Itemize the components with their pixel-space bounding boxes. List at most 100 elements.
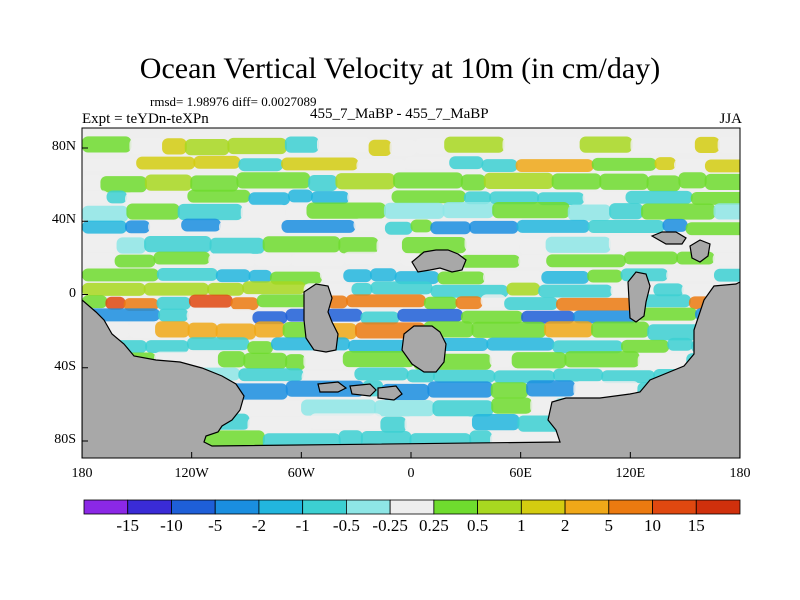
field-patch (125, 192, 190, 206)
field-patch (82, 252, 117, 266)
field-patch (545, 236, 611, 253)
colorbar (83, 499, 741, 515)
colorbar-swatch (608, 499, 653, 515)
field-patch (243, 352, 288, 369)
field-patch (287, 189, 313, 203)
field-patch (186, 309, 255, 322)
field-patch (360, 430, 412, 448)
field-patch (567, 204, 612, 221)
colorbar-label: -5 (208, 516, 223, 535)
field-patch (354, 367, 409, 381)
field-patch (351, 282, 373, 296)
colorbar-swatch (214, 499, 260, 515)
field-patch (215, 269, 251, 283)
landmass-north-patch (411, 249, 467, 273)
landmass-mid-north (303, 283, 339, 353)
field-patch (368, 139, 392, 156)
field-patch (153, 251, 211, 265)
field-patch (223, 400, 304, 417)
field-patch (653, 283, 684, 297)
field-patch (713, 268, 740, 282)
field-patch (432, 369, 496, 383)
colorbar-label: 2 (560, 516, 570, 535)
field-patch (227, 137, 287, 155)
field-patch (685, 222, 740, 236)
colorbar-label: -10 (160, 516, 183, 535)
field-patch (511, 352, 567, 369)
field-patch (483, 270, 544, 284)
field-patch (401, 237, 467, 254)
field-patch (601, 370, 656, 384)
field-patch (114, 254, 156, 268)
field-patch (678, 172, 707, 189)
field-patch (552, 368, 604, 382)
field-patch (236, 172, 311, 189)
field-patch (242, 281, 306, 295)
field-patch (308, 174, 338, 192)
colorbar-swatch (302, 499, 347, 515)
field-patch (455, 296, 483, 310)
landmass-east-patch (650, 231, 687, 245)
x-tick-label: 0 (407, 466, 415, 481)
field-patch (406, 369, 435, 383)
field-patch (538, 284, 613, 298)
colorbar-label: 1 (517, 516, 526, 535)
field-patch (493, 370, 555, 384)
field-patch (156, 296, 191, 310)
field-patch (282, 322, 309, 339)
field-patch (105, 296, 126, 310)
field-patch (82, 190, 109, 204)
field-patch (556, 297, 633, 311)
field-patch (343, 269, 372, 283)
field-patch (247, 341, 273, 355)
field-patch (674, 158, 707, 172)
field-patch (460, 174, 486, 191)
field-patch (217, 351, 246, 368)
field-patch (491, 397, 533, 414)
field-patch (143, 282, 210, 296)
field-patch (208, 253, 257, 267)
field-patch (82, 136, 132, 153)
field-patch (342, 350, 416, 368)
field-patch (504, 297, 559, 310)
experiment-label: Expt = teYDn-teXPn (82, 111, 209, 127)
field-patch (106, 190, 128, 204)
field-patch (625, 190, 693, 204)
field-patch (427, 381, 493, 398)
colorbar-swatch (83, 499, 129, 515)
field-patch (430, 221, 471, 235)
field-patch (254, 321, 285, 338)
field-patch (380, 416, 407, 433)
field-patch (345, 294, 426, 308)
field-patch (635, 307, 698, 321)
field-patch (285, 203, 309, 220)
field-patch (546, 254, 626, 268)
landmass-west (82, 281, 740, 458)
x-tick-label: 120E (615, 466, 646, 481)
field-patch (541, 271, 590, 284)
field-patch (587, 269, 623, 283)
field-patch (252, 311, 288, 325)
field-patch (630, 137, 697, 154)
field-patch (579, 136, 633, 153)
field-patch (187, 189, 251, 203)
field-patch (338, 430, 363, 447)
field-patch (464, 235, 522, 252)
x-tick-label: 60W (287, 466, 315, 481)
field-patch (621, 339, 670, 353)
field-patch (190, 175, 239, 192)
field-patch (423, 296, 458, 310)
field-patch (526, 380, 576, 397)
field-patch (240, 204, 288, 221)
field-patch (717, 136, 740, 154)
field-patch (338, 237, 379, 254)
map-title: Ocean Vertical Velocity at 10m (in cm/da… (139, 52, 661, 85)
field-patch (481, 159, 518, 173)
field-patch (348, 339, 416, 353)
field-patch (123, 298, 159, 311)
field-patch (207, 282, 245, 296)
x-tick-label: 60E (509, 466, 532, 481)
field-patch (188, 294, 233, 308)
field-patch (162, 138, 187, 155)
y-tick-label: 40S (54, 358, 76, 374)
